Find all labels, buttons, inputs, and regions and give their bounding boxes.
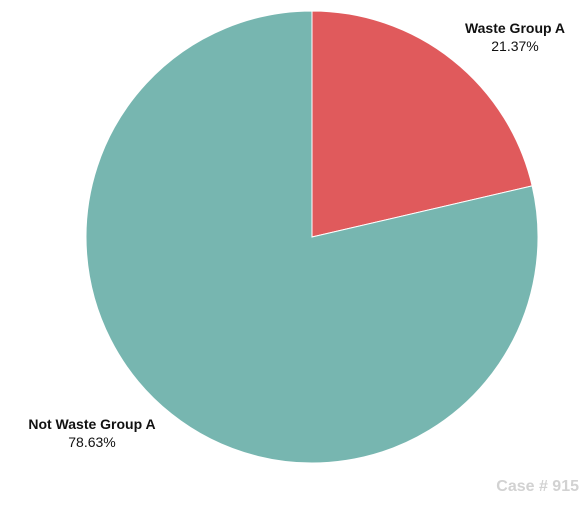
pie-slices — [85, 10, 539, 464]
pie-slice-not-waste-group-a — [85, 10, 539, 464]
pie-slice-waste-group-a — [311, 10, 533, 238]
slice-label-waste-group-a-name: Waste Group A — [465, 20, 565, 36]
slice-label-not-waste-group-a: Not Waste Group A 78.63% — [28, 416, 155, 450]
slice-label-not-waste-group-a-name: Not Waste Group A — [28, 416, 155, 432]
slice-label-waste-group-a-percent: 21.37% — [491, 38, 538, 54]
slice-label-waste-group-a: Waste Group A 21.37% — [465, 20, 565, 54]
slice-label-not-waste-group-a-percent: 78.63% — [68, 434, 115, 450]
case-number-label: Case # 915 — [496, 478, 579, 495]
